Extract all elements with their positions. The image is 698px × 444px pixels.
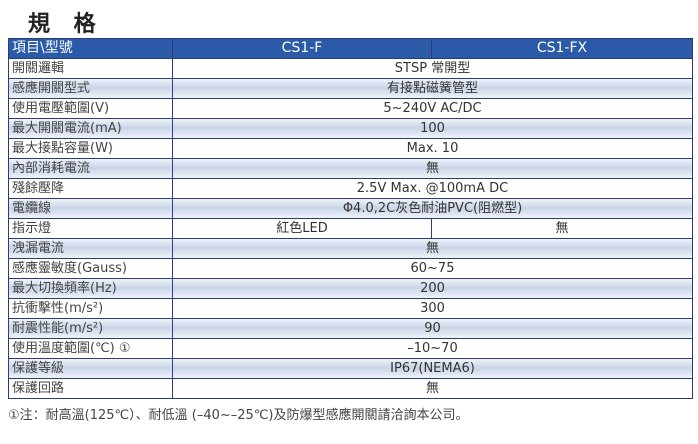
row-value: 100	[172, 118, 693, 139]
table-row: 洩漏電流無	[8, 238, 693, 259]
row-label: 最大開關電流(mA)	[8, 118, 173, 139]
row-label: 洩漏電流	[8, 238, 173, 259]
row-value: Max. 10	[172, 138, 693, 159]
row-label: 開關邏輯	[8, 58, 173, 79]
table-header: 項目\型號 CS1-F CS1-FX	[8, 38, 693, 59]
table-row: 開關邏輯 STSP 常開型	[8, 58, 693, 79]
row-label: 最大接點容量(W)	[8, 138, 173, 159]
table-row: 指示燈 紅色LED 無	[8, 218, 693, 239]
row-label: 使用電壓範圍(V)	[8, 98, 173, 119]
row-label: 指示燈	[8, 218, 173, 239]
row-value-cs1-f: 紅色LED	[172, 218, 432, 239]
footnote: ①注：耐高溫(125℃）、耐低溫 (–40~–25℃)及防爆型感應開關請洽詢本公…	[8, 408, 469, 423]
row-value: 2.5V Max. @100mA DC	[172, 178, 693, 199]
table-row: 感應開關型式 有接點磁簧管型	[8, 78, 693, 99]
page-title: 規 格	[28, 12, 104, 37]
row-value-cs1-fx: 無	[431, 218, 693, 239]
row-label: 抗衝擊性(m/s²)	[8, 298, 173, 319]
table-row: 感應靈敏度(Gauss) 60~75	[8, 258, 693, 279]
row-value: Φ4.0,2C灰色耐油PVC(阻燃型)	[172, 198, 693, 219]
row-label: 感應開關型式	[8, 78, 173, 99]
row-label: 電纜線	[8, 198, 173, 219]
row-value: 5~240V AC/DC	[172, 98, 693, 119]
table-row: 最大切換頻率(Hz) 200	[8, 278, 693, 299]
table-row: 抗衝擊性(m/s²) 300	[8, 298, 693, 319]
row-label: 保護等級	[8, 358, 173, 379]
row-value: 300	[172, 298, 693, 319]
row-value: 無	[172, 378, 693, 399]
row-label: 感應靈敏度(Gauss)	[8, 258, 173, 279]
table-row: 使用電壓範圍(V) 5~240V AC/DC	[8, 98, 693, 119]
table-row: 使用溫度範圍(℃) ① –10~70	[8, 338, 693, 359]
row-value: STSP 常開型	[172, 58, 693, 79]
row-label: 最大切換頻率(Hz)	[8, 278, 173, 299]
table-row: 保護等級 IP67(NEMA6)	[8, 358, 693, 379]
table-row: 殘餘壓降 2.5V Max. @100mA DC	[8, 178, 693, 199]
table-row: 最大開關電流(mA) 100	[8, 118, 693, 139]
row-label: 內部消耗電流	[8, 158, 173, 179]
row-value: 200	[172, 278, 693, 299]
row-value: IP67(NEMA6)	[172, 358, 693, 379]
row-value: 有接點磁簧管型	[172, 78, 693, 99]
table-row: 最大接點容量(W) Max. 10	[8, 138, 693, 159]
row-value: 無	[172, 238, 693, 259]
table-row: 內部消耗電流無	[8, 158, 693, 179]
row-value: 90	[172, 318, 693, 339]
table-row: 保護回路無	[8, 378, 693, 399]
row-label: 殘餘壓降	[8, 178, 173, 199]
row-value: –10~70	[172, 338, 693, 359]
header-item: 項目\型號	[8, 38, 173, 59]
row-label: 使用溫度範圍(℃) ①	[8, 338, 173, 359]
row-value: 無	[172, 158, 693, 179]
spec-table: 項目\型號 CS1-F CS1-FX 開關邏輯 STSP 常開型 感應開關型式 有接點…	[8, 38, 693, 399]
row-label: 保護回路	[8, 378, 173, 399]
table-row: 耐震性能(m/s²) 90	[8, 318, 693, 339]
header-cs1-f: CS1-F	[172, 38, 432, 59]
row-value: 60~75	[172, 258, 693, 279]
table-row: 電纜線 Φ4.0,2C灰色耐油PVC(阻燃型)	[8, 198, 693, 219]
header-cs1-fx: CS1-FX	[431, 38, 693, 59]
row-label: 耐震性能(m/s²)	[8, 318, 173, 339]
